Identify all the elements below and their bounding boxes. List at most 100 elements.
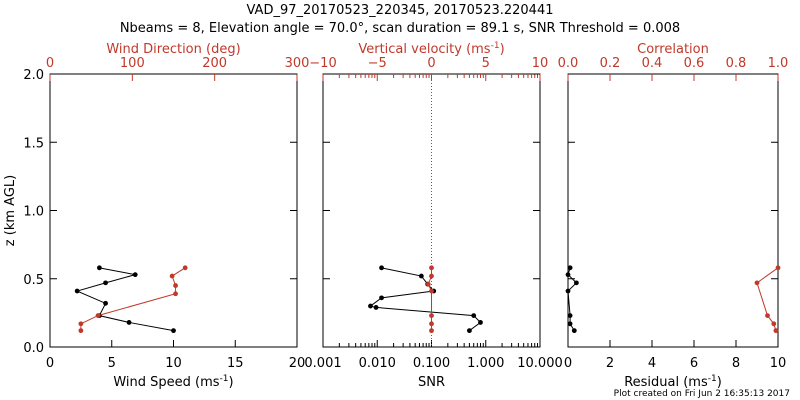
bottom-axis-label: SNR [418, 375, 445, 390]
bottom-axis-label-main: SNR [418, 375, 445, 390]
red-data-point [775, 265, 781, 271]
red-data-point [429, 273, 434, 279]
top-tick-label: 0.6 [684, 56, 705, 71]
bottom-tick-label: 10 [165, 356, 182, 371]
top-tick-label: 10 [532, 56, 549, 71]
top-tick-label: 100 [120, 56, 145, 71]
bottom-tick-label: 20 [289, 356, 306, 371]
top-tick-label: 1.0 [768, 56, 789, 71]
black-data-point [571, 328, 577, 334]
top-axis-label-main: Vertical velocity (ms [358, 42, 490, 57]
black-data-point [103, 280, 108, 286]
bottom-tick-label: 4 [648, 356, 656, 371]
black-series-line [75, 267, 174, 332]
y-tick-label: 1.5 [23, 136, 44, 151]
top-tick-label: 0 [427, 56, 435, 71]
red-data-point [78, 321, 84, 327]
red-data-point [429, 288, 434, 294]
bottom-axis-label-sup: -1 [708, 374, 717, 384]
black-data-point [565, 288, 571, 294]
red-data-point [429, 313, 434, 319]
bottom-tick-label: 15 [227, 356, 244, 371]
red-data-point [429, 328, 434, 334]
bottom-tick-label: 0.001 [304, 356, 341, 371]
bottom-axis-label-main: Residual (ms [624, 375, 708, 390]
plot-created-stamp: Plot created on Fri Jun 2 16:35:13 2017 [614, 389, 790, 399]
y-tick-label: 0.0 [23, 341, 44, 356]
red-data-point [429, 265, 434, 271]
black-data-point [567, 321, 573, 327]
top-tick-label: 5 [482, 56, 490, 71]
red-data-point [429, 321, 434, 327]
bottom-tick-label: 10 [770, 356, 787, 371]
black-data-point [379, 265, 384, 271]
bottom-tick-label: 0.100 [413, 356, 450, 371]
top-tick-label: 0.8 [726, 56, 747, 71]
figure-title: VAD_97_20170523_220345, 20170523.220441 [247, 3, 554, 18]
top-tick-label: −10 [309, 56, 336, 71]
top-tick-label: 300 [285, 56, 310, 71]
y-axis-label: z (km AGL) [3, 175, 18, 246]
red-data-point [95, 313, 101, 319]
top-tick-label: 0.0 [558, 56, 579, 71]
black-series-line [369, 267, 482, 332]
black-data-point [478, 320, 483, 325]
bottom-axis-label: Wind Speed (ms-1) [113, 374, 233, 390]
panel-3: 0 2 4 6 8 10 0.0 0.2 0.4 0.6 0.8 1.0 Residual (ms-1)… [558, 42, 789, 390]
red-data-point [169, 273, 175, 279]
black-data-point [467, 328, 472, 334]
black-data-point [373, 305, 379, 310]
top-tick-label: 0.4 [642, 56, 663, 71]
black-data-point [471, 313, 477, 319]
bottom-tick-label: 1.000 [467, 356, 504, 371]
black-data-point [567, 313, 573, 319]
bottom-axis-label-end: ) [229, 375, 234, 390]
top-axis-label: Wind Direction (deg) [106, 42, 240, 57]
top-axis-label: Correlation [637, 42, 709, 57]
red-data-point [182, 265, 188, 271]
red-data-point [765, 313, 770, 319]
black-data-point [574, 280, 579, 286]
top-tick-label: 0 [46, 56, 54, 71]
bottom-tick-label: 8 [732, 356, 740, 371]
bottom-axis-label-sup: -1 [220, 374, 229, 384]
red-data-point [771, 321, 777, 327]
top-axis-label-main: Correlation [637, 42, 709, 57]
figure-subtitle: Nbeams = 8, Elevation angle = 70.0°, sca… [120, 21, 680, 36]
red-data-point [754, 280, 760, 286]
plot-frame [49, 73, 298, 348]
bottom-tick-label: 10.000 [517, 356, 563, 371]
bottom-tick-label: 6 [690, 356, 698, 371]
red-data-point [173, 291, 178, 297]
black-data-point [126, 320, 132, 325]
bottom-tick-label: 2 [606, 356, 614, 371]
top-tick-label: 200 [202, 56, 227, 71]
red-data-point [425, 281, 431, 287]
y-tick-label: 2.0 [23, 68, 44, 83]
bottom-axis-label-main: Wind Speed (ms [113, 375, 219, 390]
black-series-line [567, 267, 578, 331]
bottom-axis-label-end: ) [717, 375, 722, 390]
black-data-point [132, 272, 138, 278]
top-axis-label-sup: -1 [491, 41, 500, 51]
black-data-point [379, 295, 384, 301]
black-data-point [418, 273, 424, 279]
bottom-tick-label: 0 [564, 356, 572, 371]
top-tick-label: 0.2 [600, 56, 621, 71]
bottom-tick-label: 0 [46, 356, 54, 371]
bottom-tick-label: 0.010 [359, 356, 396, 371]
black-data-point [565, 272, 571, 278]
red-data-point [78, 328, 84, 334]
top-axis-label-main: Wind Direction (deg) [106, 42, 240, 57]
bottom-tick-label: 5 [108, 356, 116, 371]
y-tick-label: 1.0 [23, 205, 44, 220]
red-series-line [756, 267, 779, 331]
plot-frame [567, 73, 779, 348]
top-axis-label-end: ) [500, 42, 505, 57]
black-data-point [368, 303, 373, 309]
y-tick-label: 0.5 [23, 273, 44, 288]
black-data-point [171, 328, 176, 334]
top-tick-label: −5 [368, 56, 387, 71]
